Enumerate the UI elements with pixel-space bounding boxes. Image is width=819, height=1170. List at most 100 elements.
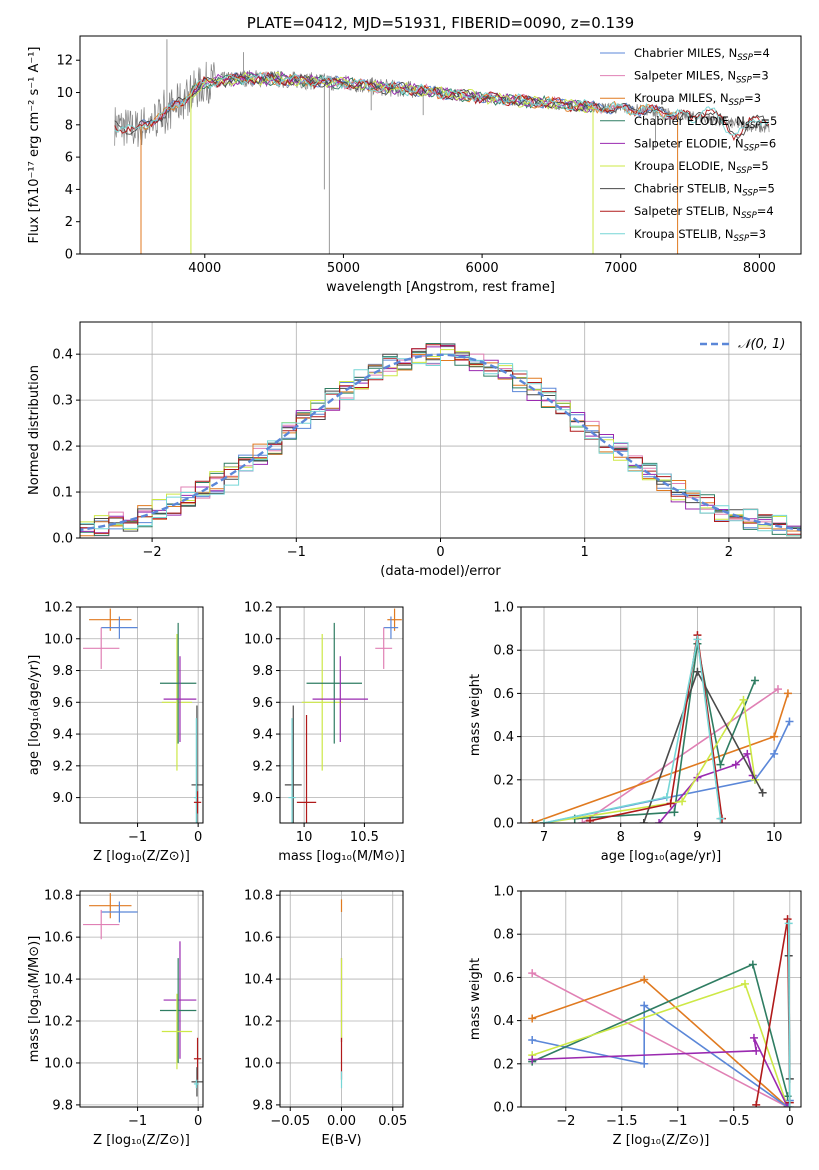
grid-lines xyxy=(521,890,801,1108)
y-tick-label: 0 xyxy=(65,248,73,263)
weight-marker-salpeter_miles xyxy=(528,969,537,978)
weight-marker-chabrier_miles xyxy=(640,1059,649,1068)
weight-marker-kroupa_miles xyxy=(528,819,537,823)
y-tick-label: 0.2 xyxy=(493,773,514,788)
grid-lines xyxy=(80,606,203,823)
x-axis-label: Z [log₁₀(Z/Z⊙)] xyxy=(93,849,190,864)
y-tick-label: 9.2 xyxy=(252,759,273,774)
y-tick-label: 0.4 xyxy=(52,348,73,363)
axes-frame xyxy=(279,890,404,1108)
x-tick-label: 8 xyxy=(617,830,625,845)
y-tick-label: 0.6 xyxy=(493,971,514,986)
weight-marker-salpeter_elodie xyxy=(528,1055,537,1064)
x-tick-label: 6000 xyxy=(466,261,499,276)
x-tick-label: −2 xyxy=(143,545,162,560)
weight-marker-chabrier_elodie xyxy=(670,808,679,817)
weight-marker-kroupa_stelib xyxy=(662,793,671,802)
legend-subscript: SSP xyxy=(736,76,752,86)
weight-marker-kroupa_stelib xyxy=(540,819,549,823)
legend-value: =4 xyxy=(757,204,774,218)
y-tick-label: 9.6 xyxy=(52,696,73,711)
y-axis-label: mass weight xyxy=(468,958,483,1040)
legend-entry: Kroupa ELODIE, NSSP=5 xyxy=(634,159,769,176)
y-tick-label: 9.0 xyxy=(252,791,273,806)
weight-marker-kroupa_stelib xyxy=(716,814,725,823)
weight-marker-kroupa_elodie xyxy=(678,797,687,806)
model-spectrum-kroupa_stelib xyxy=(114,71,770,136)
panel-mass_age: 10 10.5 9.0 9.2 9.4 9.6 9.8 10.0 10.2 mass [log₁₀… xyxy=(244,601,405,865)
y-tick-label: 4 xyxy=(65,183,73,198)
weight-line-kroupa_stelib xyxy=(787,923,791,1107)
tick-labels: −2 −1 0 1 2 0.0 0.1 0.2 0.3 0.4 xyxy=(52,348,733,560)
weight-marker-salpeter_elodie xyxy=(731,760,740,769)
legend-subscript: SSP xyxy=(741,211,757,221)
grid-lines xyxy=(280,606,403,823)
y-tick-label: 10.2 xyxy=(44,601,73,616)
axes-frame xyxy=(79,35,802,255)
legend-subscript: SSP xyxy=(737,53,753,63)
panel-ebv_mass: −0.05 0.00 0.05 9.8 10.0 10.2 10.4 10.6 10.8 E(B-… xyxy=(244,889,407,1148)
tick-labels: 10 10.5 9.0 9.2 9.4 9.6 9.8 10.0 10.2 xyxy=(244,601,379,846)
weight-marker-salpeter_elodie xyxy=(752,1046,761,1055)
x-tick-label: 10.5 xyxy=(350,830,379,845)
y-tick-label: 9.4 xyxy=(252,728,273,743)
x-tick-label: 10 xyxy=(766,830,783,845)
chart-title: PLATE=0412, MJD=51931, FIBERID=0090, z=0… xyxy=(247,14,634,32)
y-tick-label: 0.2 xyxy=(52,440,73,455)
tick-labels: 4000 5000 6000 7000 8000 0 2 4 6 8 10 12 xyxy=(56,54,775,276)
x-tick-label: 5000 xyxy=(327,261,360,276)
tick-labels: −0.05 0.00 0.05 9.8 10.0 10.2 10.4 10.6 10.8 xyxy=(244,889,407,1129)
legend-subscript: SSP xyxy=(745,121,761,131)
plot-area xyxy=(528,631,794,823)
y-axis-label: mass [log₁₀(M/M⊙)] xyxy=(27,936,42,1063)
plot-area xyxy=(528,915,794,1107)
legend-entry: Chabrier MILES, NSSP=4 xyxy=(634,46,770,63)
y-tick-label: 0.8 xyxy=(493,644,514,659)
weight-marker-salpeter_elodie xyxy=(749,1033,758,1042)
legend-entry: 𝒩(0, 1) xyxy=(738,337,785,352)
legend-value: =4 xyxy=(753,46,770,60)
y-tick-label: 10.0 xyxy=(44,632,73,647)
panel-age_weight: 7 8 9 10 0.0 0.2 0.4 0.6 0.8 1.0 age [log₁₀(age/yr… xyxy=(468,601,802,864)
legend-name: Salpeter ELODIE, N xyxy=(634,136,744,150)
weight-marker-salpeter_miles xyxy=(578,819,587,823)
plot-area xyxy=(284,608,402,823)
y-axis-label-group: mass [log₁₀(M/M⊙)] xyxy=(27,936,42,1063)
y-tick-label: 10.6 xyxy=(244,931,273,946)
weight-marker-chabrier_miles xyxy=(770,749,779,758)
legend-entry: Kroupa MILES, NSSP=3 xyxy=(634,91,761,108)
weight-marker-chabrier_elodie xyxy=(716,760,725,769)
y-axis-label-group: Normed distribution xyxy=(27,365,42,495)
panel-z_weight: −2 −1.5 −1 −0.5 0 0.0 0.2 0.4 0.6 0.8 1.0 Z [log₁₀(… xyxy=(468,885,802,1148)
y-tick-label: 1.0 xyxy=(493,885,514,900)
y-tick-label: 10.4 xyxy=(244,973,273,988)
legend-entry: Kroupa STELIB, NSSP=3 xyxy=(634,227,766,244)
y-tick-label: 10.2 xyxy=(244,1015,273,1030)
legend-subscript: SSP xyxy=(742,189,758,199)
x-tick-label: −1.5 xyxy=(606,1114,638,1129)
weight-marker-salpeter_miles xyxy=(773,685,782,694)
y-tick-label: 9.0 xyxy=(52,791,73,806)
model-spectrum-chabrier_stelib xyxy=(114,70,770,140)
legend-value: =3 xyxy=(752,69,769,83)
axes-frame xyxy=(279,606,404,824)
y-tick-label: 9.8 xyxy=(252,1098,273,1113)
legend-entry: Salpeter ELODIE, NSSP=6 xyxy=(634,136,776,153)
y-axis-label-group: mass weight xyxy=(468,674,483,756)
y-tick-label: 0.8 xyxy=(493,928,514,943)
weight-marker-chabrier_miles xyxy=(640,1001,649,1010)
weight-marker-chabrier_stelib xyxy=(639,819,648,823)
x-tick-label: 0.00 xyxy=(327,1114,356,1129)
y-tick-label: 0.4 xyxy=(493,730,514,745)
weight-marker-kroupa_stelib xyxy=(693,635,702,644)
legend-name: Salpeter MILES, N xyxy=(634,69,736,83)
plot-area xyxy=(83,893,203,1097)
legend-entry: Chabrier STELIB, NSSP=5 xyxy=(634,182,775,199)
histogram-kroupa_stelib xyxy=(80,353,801,537)
y-tick-label: 9.8 xyxy=(52,664,73,679)
legend-name: Kroupa STELIB, N xyxy=(634,227,734,241)
x-tick-label: 0 xyxy=(194,830,202,845)
legend-value: =5 xyxy=(752,159,769,173)
tick-labels: −1 0 9.0 9.2 9.4 9.6 9.8 10.0 10.2 xyxy=(44,601,202,846)
y-tick-label: 10.8 xyxy=(44,889,73,904)
